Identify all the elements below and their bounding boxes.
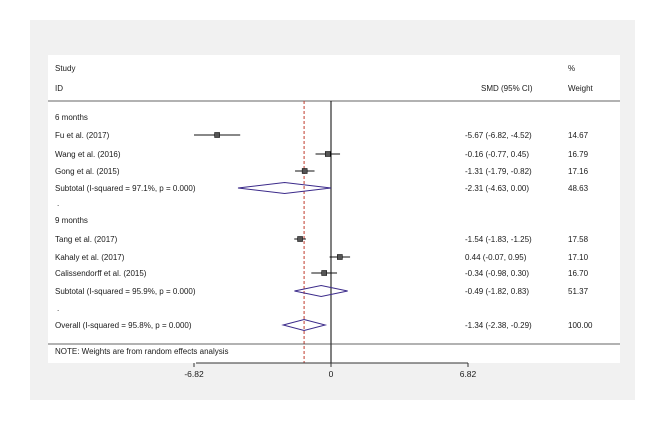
subtotal-weight: 48.63 — [568, 184, 589, 193]
x-tick-label: -6.82 — [184, 369, 204, 379]
overall-label: Overall (I-squared = 95.8%, p = 0.000) — [55, 321, 192, 330]
weight-value: 17.58 — [568, 235, 589, 244]
weight-value: 17.16 — [568, 167, 589, 176]
forest-rows: 6 months Fu et al. (2017) -5.67 (-6.82, -4… — [48, 101, 620, 363]
point-estimate — [324, 151, 331, 157]
point-estimate — [321, 270, 327, 276]
point-estimate — [214, 132, 220, 138]
study-label: Tang et al. (2017) — [55, 235, 118, 244]
study-label: Fu et al. (2017) — [55, 131, 110, 140]
subtotal-diamond — [237, 181, 332, 195]
study-label: Kahaly et al. (2017) — [55, 253, 125, 262]
spacer-dot: . — [57, 304, 59, 313]
subtotal-label: Subtotal (I-squared = 95.9%, p = 0.000) — [55, 287, 196, 296]
weight-value: 17.10 — [568, 253, 589, 262]
weight-value: 14.67 — [568, 131, 589, 140]
subtotal-diamond — [294, 284, 348, 298]
study-label: Gong et al. (2015) — [55, 167, 120, 176]
x-axis-ticks: -6.82 0 6.82 — [184, 363, 477, 379]
overall-diamond — [281, 318, 328, 332]
study-label: Calissendorff et al. (2015) — [55, 269, 147, 278]
spacer-dot: . — [57, 199, 59, 208]
point-estimate — [301, 168, 308, 174]
overall-ci-value: -1.34 (-2.38, -0.29) — [465, 321, 532, 330]
weight-value: 16.70 — [568, 269, 589, 278]
header-study: Study — [55, 64, 75, 73]
subtotal-ci-value: -2.31 (-4.63, 0.00) — [465, 184, 529, 193]
plot-panel — [48, 55, 620, 363]
smd-ci-value: -0.34 (-0.98, 0.30) — [465, 269, 529, 278]
header-weight: Weight — [568, 84, 594, 93]
smd-ci-value: -5.67 (-6.82, -4.52) — [465, 131, 532, 140]
header-id: ID — [55, 84, 63, 93]
note-text: NOTE: Weights are from random effects an… — [55, 347, 229, 356]
smd-ci-value: -1.54 (-1.83, -1.25) — [465, 235, 532, 244]
point-estimate — [337, 254, 343, 260]
subtotal-ci-value: -0.49 (-1.82, 0.83) — [465, 287, 529, 296]
smd-ci-value: 0.44 (-0.07, 0.95) — [465, 253, 527, 262]
header-smd: SMD (95% CI) — [481, 84, 533, 93]
smd-ci-value: -1.31 (-1.79, -0.82) — [465, 167, 532, 176]
smd-ci-value: -0.16 (-0.77, 0.45) — [465, 150, 529, 159]
weight-value: 16.79 — [568, 150, 589, 159]
x-tick-label: 0 — [329, 369, 334, 379]
subtotal-weight: 51.37 — [568, 287, 589, 296]
study-label: Wang et al. (2016) — [55, 150, 121, 159]
group-title: 9 months — [55, 216, 88, 225]
overall-weight: 100.00 — [568, 321, 593, 330]
x-tick-label: 6.82 — [460, 369, 477, 379]
header-percent: % — [568, 64, 575, 73]
group-title: 6 months — [55, 113, 88, 122]
point-estimate — [297, 236, 303, 242]
subtotal-label: Subtotal (I-squared = 97.1%, p = 0.000) — [55, 184, 196, 193]
